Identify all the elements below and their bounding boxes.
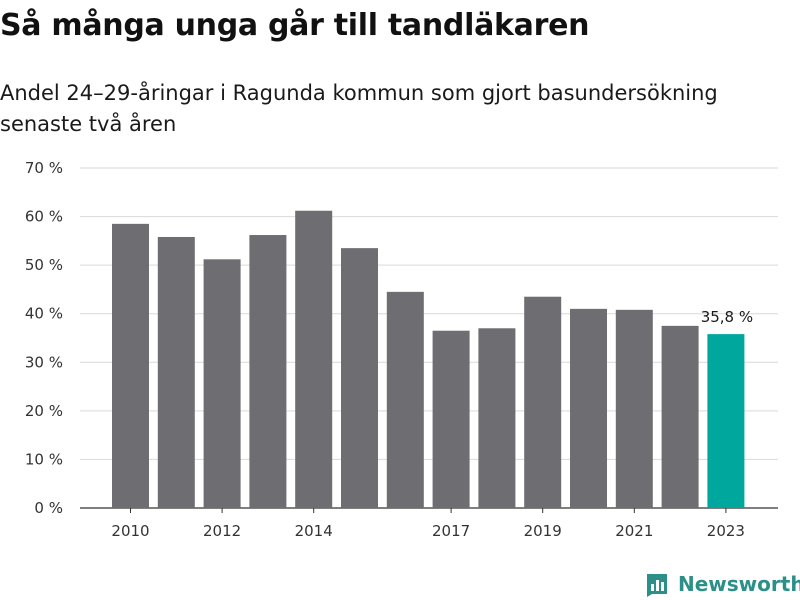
y-tick-label: 20 % xyxy=(25,402,63,420)
y-tick-label: 30 % xyxy=(25,353,63,371)
bar-2022 xyxy=(661,325,699,508)
bar-2016 xyxy=(386,291,424,508)
bar-2021 xyxy=(615,309,653,508)
y-tick-label: 10 % xyxy=(25,450,63,468)
x-tick-label: 2017 xyxy=(432,522,470,540)
x-tick-label: 2023 xyxy=(707,522,745,540)
bar-2015 xyxy=(341,248,378,508)
y-tick-label: 60 % xyxy=(25,208,63,226)
bar-2017 xyxy=(432,330,470,508)
newsworthy-logo-icon xyxy=(647,574,667,597)
data-label-2023: 35,8 % xyxy=(701,308,753,326)
bar-2018 xyxy=(478,328,516,508)
y-tick-label: 70 % xyxy=(25,159,63,177)
y-axis-tick-labels: 0 % 10 % 20 % 30 % 40 % 50 % 60 % 70 % xyxy=(25,159,63,517)
y-tick-label: 0 % xyxy=(34,499,63,517)
bar-2012 xyxy=(203,259,241,508)
x-axis-tick-labels: 2010 2012 2014 2017 2019 2021 2023 xyxy=(111,508,745,540)
brand-name: Newsworthy xyxy=(678,572,800,596)
bar-2020 xyxy=(570,308,607,508)
bar-2013 xyxy=(249,235,287,508)
chart-title: Så många unga går till tandläkaren xyxy=(0,8,590,43)
y-tick-label: 50 % xyxy=(25,256,63,274)
newsworthy-logo: Newsworthy xyxy=(644,570,800,598)
data-labels: 35,8 % xyxy=(701,308,753,326)
bar-2019 xyxy=(524,296,562,508)
bar-2023 xyxy=(707,334,745,508)
bar-2014 xyxy=(295,210,333,508)
x-tick-label: 2019 xyxy=(524,522,562,540)
bar-2010 xyxy=(112,223,149,508)
x-tick-label: 2014 xyxy=(295,522,333,540)
bars xyxy=(112,210,745,508)
x-tick-label: 2021 xyxy=(615,522,653,540)
y-tick-label: 40 % xyxy=(25,305,63,323)
x-tick-label: 2012 xyxy=(203,522,241,540)
chart-subtitle: Andel 24–29-åringar i Ragunda kommun som… xyxy=(0,81,718,136)
bar-2011 xyxy=(157,236,195,508)
x-tick-label: 2010 xyxy=(111,522,149,540)
